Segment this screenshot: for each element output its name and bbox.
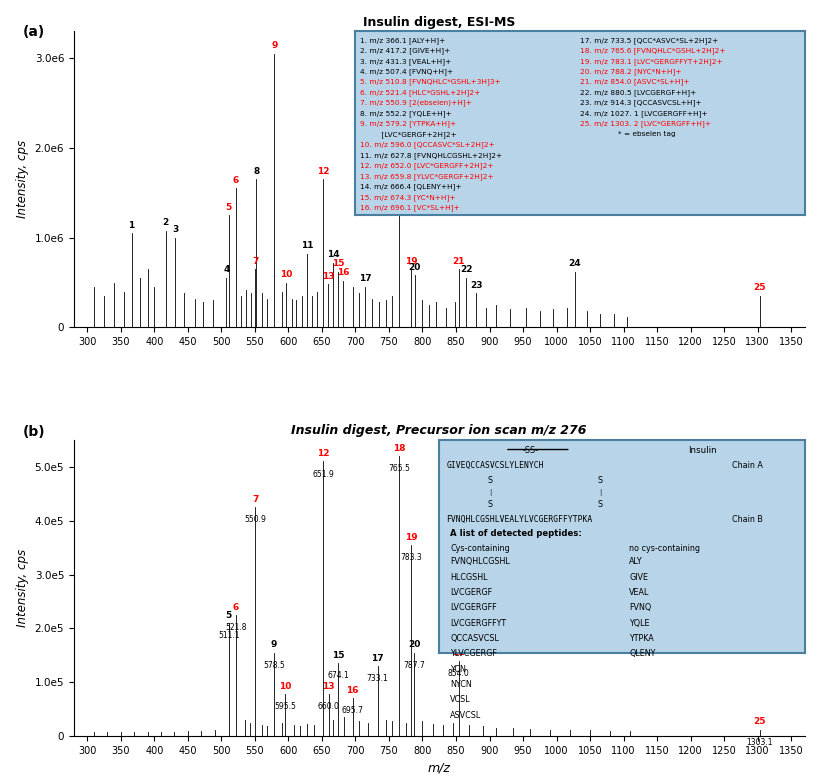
Text: 6: 6: [233, 603, 239, 612]
Text: 578.5: 578.5: [263, 661, 285, 669]
Text: 9: 9: [271, 640, 277, 649]
Text: 19: 19: [405, 532, 418, 542]
Text: 21: 21: [452, 648, 465, 658]
Title: Insulin digest, Precursor ion scan m/z 276: Insulin digest, Precursor ion scan m/z 2…: [291, 424, 587, 438]
Text: 521.8: 521.8: [225, 623, 247, 632]
Text: 765.5: 765.5: [388, 464, 410, 473]
Text: 20: 20: [408, 640, 420, 649]
Text: 595.5: 595.5: [274, 702, 296, 711]
Text: 651.9: 651.9: [312, 470, 334, 478]
Text: 733.1: 733.1: [367, 674, 388, 683]
Text: 18: 18: [393, 59, 406, 68]
Text: 7: 7: [252, 495, 259, 504]
Text: 660.0: 660.0: [318, 702, 340, 711]
Text: 695.7: 695.7: [342, 706, 364, 716]
Text: 10: 10: [279, 270, 292, 279]
Text: 4: 4: [223, 265, 230, 275]
Text: 19: 19: [405, 257, 417, 265]
Text: 13: 13: [323, 682, 335, 691]
Text: 2: 2: [163, 218, 169, 227]
Text: 854.0: 854.0: [447, 669, 470, 678]
Text: 787.7: 787.7: [403, 661, 425, 669]
Text: 7: 7: [252, 257, 259, 265]
Text: 22: 22: [460, 265, 472, 275]
Text: 16: 16: [346, 686, 359, 695]
Text: 23: 23: [470, 281, 483, 290]
Text: 8: 8: [253, 167, 259, 175]
Text: 1: 1: [128, 221, 135, 229]
Text: 15: 15: [332, 259, 345, 269]
Text: 3: 3: [172, 225, 178, 234]
Text: (a): (a): [23, 25, 45, 39]
Text: 16: 16: [337, 268, 350, 277]
Text: 24: 24: [568, 259, 581, 269]
Text: 5: 5: [226, 203, 232, 211]
Text: 13: 13: [322, 272, 335, 281]
Text: 6: 6: [232, 175, 239, 185]
Text: 17: 17: [359, 275, 372, 283]
Text: 15: 15: [332, 651, 344, 660]
Text: 25: 25: [754, 283, 766, 292]
Title: Insulin digest, ESI-MS: Insulin digest, ESI-MS: [363, 16, 516, 29]
Text: 9: 9: [271, 41, 277, 50]
Text: 11: 11: [300, 241, 314, 251]
Text: 12: 12: [317, 167, 329, 175]
Y-axis label: Intensity, cps: Intensity, cps: [16, 549, 29, 627]
Text: 10: 10: [279, 682, 291, 691]
Text: 12: 12: [317, 449, 329, 458]
Text: 17: 17: [371, 654, 384, 662]
X-axis label: m/z: m/z: [428, 761, 451, 774]
Text: 783.3: 783.3: [401, 553, 422, 562]
Text: 550.9: 550.9: [245, 515, 267, 525]
Text: 18: 18: [393, 444, 406, 453]
Text: 25: 25: [754, 717, 766, 727]
Text: 14: 14: [327, 251, 339, 259]
Y-axis label: Intensity, cps: Intensity, cps: [16, 140, 29, 218]
Text: 511.1: 511.1: [218, 631, 240, 640]
Text: (b): (b): [23, 425, 45, 439]
Text: 674.1: 674.1: [328, 671, 349, 680]
Text: 5: 5: [226, 611, 232, 619]
Text: 20: 20: [408, 263, 420, 272]
Text: 1303.1: 1303.1: [746, 738, 773, 747]
Text: 21: 21: [452, 257, 465, 265]
